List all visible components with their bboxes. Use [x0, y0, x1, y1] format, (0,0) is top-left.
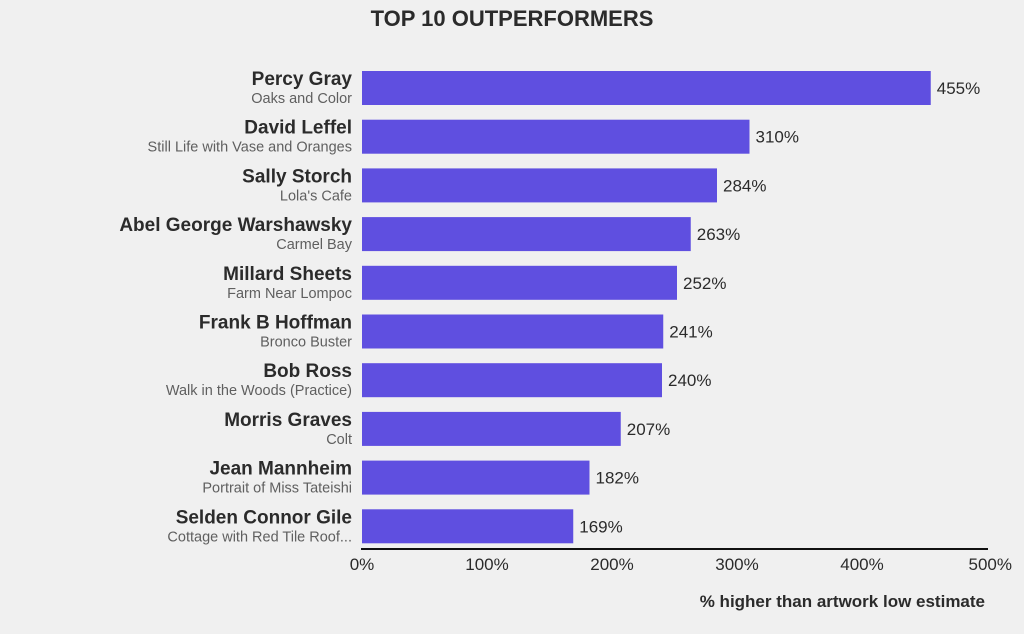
- value-label-1: 310%: [756, 128, 799, 147]
- bar-2: [362, 168, 717, 203]
- value-label-4: 252%: [683, 274, 726, 293]
- x-tick-label-5: 500%: [969, 555, 1012, 574]
- bar-0: [362, 71, 931, 105]
- artist-label-2: Sally Storch: [242, 166, 352, 187]
- artist-label-5: Frank B Hoffman: [199, 313, 352, 334]
- value-label-7: 207%: [627, 420, 670, 439]
- artwork-label-9: Cottage with Red Tile Roof...: [167, 529, 352, 545]
- bar-5: [362, 314, 664, 349]
- x-tick-label-3: 300%: [715, 555, 758, 574]
- artwork-label-7: Colt: [326, 432, 352, 448]
- artwork-label-0: Oaks and Color: [251, 91, 352, 107]
- chart-title: TOP 10 OUTPERFORMERS: [371, 6, 654, 31]
- value-label-9: 169%: [579, 517, 622, 536]
- bar-3: [362, 217, 691, 252]
- artist-label-0: Percy Gray: [252, 69, 353, 90]
- artist-label-7: Morris Graves: [224, 410, 352, 431]
- artist-label-6: Bob Ross: [263, 361, 352, 382]
- bar-7: [362, 411, 621, 446]
- value-labels-group: 455% 310% 284% 263% 252% 241% 240% 207% 182% 169%: [579, 79, 980, 536]
- value-label-3: 263%: [697, 225, 740, 244]
- bars-group: [362, 71, 931, 544]
- artwork-label-4: Farm Near Lompoc: [227, 286, 352, 302]
- artwork-label-1: Still Life with Vase and Oranges: [148, 140, 352, 156]
- value-label-6: 240%: [668, 371, 711, 390]
- artist-label-3: Abel George Warshawsky: [119, 215, 352, 236]
- artist-label-1: David Leffel: [244, 118, 352, 139]
- x-axis-label: % higher than artwork low estimate: [700, 592, 985, 611]
- value-label-0: 455%: [937, 79, 980, 98]
- artist-label-4: Millard Sheets: [223, 264, 352, 285]
- artwork-label-3: Carmel Bay: [276, 237, 352, 253]
- x-tick-label-1: 100%: [465, 555, 508, 574]
- bar-4: [362, 265, 677, 300]
- bar-8: [362, 460, 590, 495]
- x-tick-labels-group: 0% 100% 200% 300% 400% 500%: [350, 555, 1012, 574]
- artwork-label-5: Bronco Buster: [260, 335, 352, 351]
- bar-1: [362, 119, 750, 154]
- value-label-2: 284%: [723, 176, 766, 195]
- artwork-label-6: Walk in the Woods (Practice): [166, 383, 352, 399]
- artwork-label-8: Portrait of Miss Tateishi: [202, 481, 352, 497]
- artwork-label-2: Lola's Cafe: [280, 188, 352, 204]
- artist-label-9: Selden Connor Gile: [176, 507, 352, 528]
- value-label-5: 241%: [669, 323, 712, 342]
- value-label-8: 182%: [596, 469, 639, 488]
- bar-6: [362, 363, 662, 398]
- x-tick-label-0: 0%: [350, 555, 375, 574]
- artist-label-8: Jean Mannheim: [209, 459, 352, 480]
- x-tick-label-4: 400%: [840, 555, 883, 574]
- bar-9: [362, 509, 574, 544]
- x-tick-label-2: 200%: [590, 555, 633, 574]
